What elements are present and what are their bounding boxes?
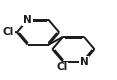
Text: N: N — [23, 15, 32, 25]
Text: Cl: Cl — [56, 62, 67, 72]
Text: Cl: Cl — [3, 27, 14, 37]
Text: N: N — [80, 57, 88, 67]
